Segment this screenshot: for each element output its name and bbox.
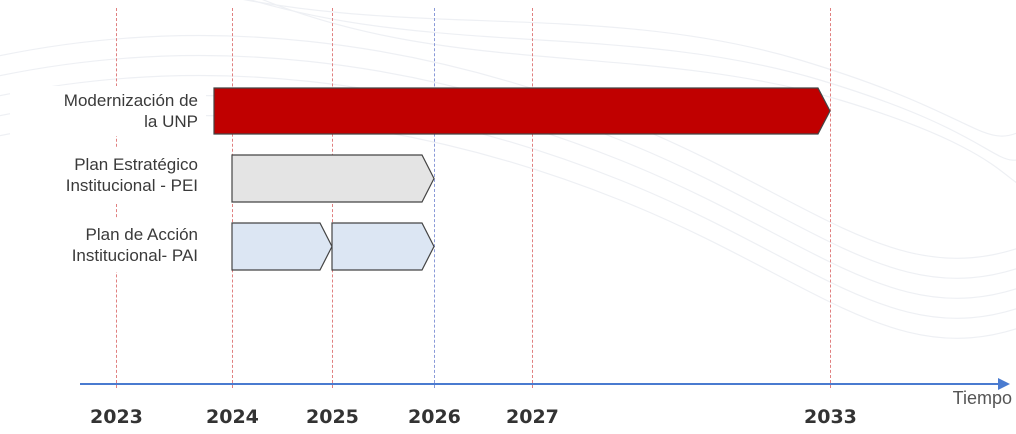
row-label: Plan de Acción Institucional- PAI bbox=[71, 225, 198, 265]
row-modernizacion-label: Modernización de la UNP bbox=[10, 86, 206, 136]
year-gridline bbox=[830, 8, 831, 388]
time-axis-arrow-icon bbox=[998, 378, 1010, 390]
axis-label: Tiempo bbox=[952, 388, 1012, 408]
timeline-arrow-bar bbox=[213, 87, 831, 135]
year-label: 2027 bbox=[506, 406, 559, 428]
year-label: 2026 bbox=[408, 406, 461, 428]
year-gridline bbox=[532, 8, 533, 388]
row-label: Modernización de la UNP bbox=[63, 91, 198, 131]
row-label: Plan Estratégico Institucional - PEI bbox=[65, 155, 198, 195]
timeline-arrow-bar bbox=[331, 222, 435, 271]
row-pai-label: Plan de Acción Institucional- PAI bbox=[10, 218, 206, 272]
year-label: 2024 bbox=[206, 406, 259, 428]
year-gridline bbox=[434, 8, 435, 388]
year-label: 2033 bbox=[804, 406, 857, 428]
row-pei-label: Plan Estratégico Institucional - PEI bbox=[10, 148, 206, 202]
year-label: 2025 bbox=[306, 406, 359, 428]
timeline-arrow-bar bbox=[231, 154, 435, 203]
year-label: 2023 bbox=[90, 406, 143, 428]
timeline-arrow-bar bbox=[231, 222, 333, 271]
